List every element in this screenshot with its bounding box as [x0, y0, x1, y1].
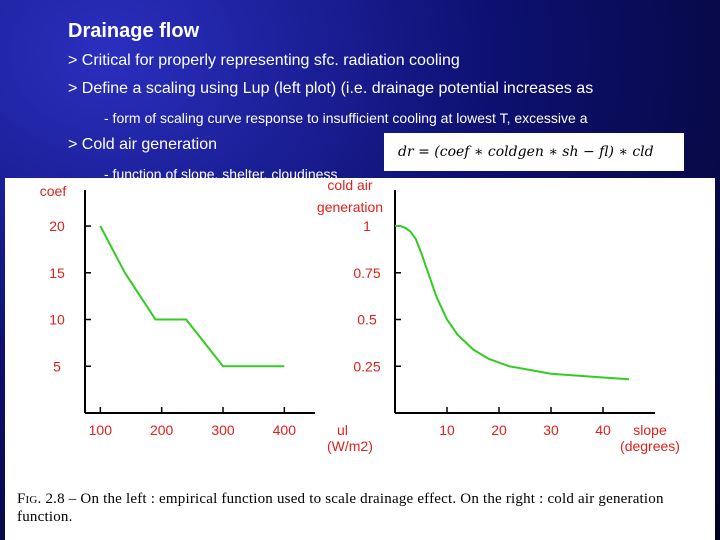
bullet-critical: > Critical for properly representing sfc…	[68, 52, 460, 69]
chart-left-x-tick-label-3: 400	[273, 422, 297, 438]
chart-right-x-axis-label-line2: (degrees)	[620, 438, 680, 454]
chart-left-x-tick-label-1: 200	[150, 422, 174, 438]
equation-text: dr = (coef ∗ coldgen ∗ sh − fl) ∗ cld	[398, 144, 654, 160]
chart-left-y-axis-label: coef	[40, 183, 67, 199]
subbullet-scaling-form: - form of scaling curve response to insu…	[104, 110, 588, 126]
caption-label: Fig. 2.8	[17, 491, 65, 507]
chart-right-x-tick-label-0: 10	[439, 422, 455, 438]
chart-left-x-tick-label-0: 100	[89, 422, 113, 438]
equation-box: dr = (coef ∗ coldgen ∗ sh − fl) ∗ cld	[384, 133, 684, 171]
chart-right-x-tick-label-1: 20	[491, 422, 507, 438]
chart-left-y-tick-label-0: 5	[53, 358, 61, 374]
chart-right-y-axis-label-line2: generation	[317, 199, 383, 215]
chart-right-y-tick-label-2: 0.75	[353, 265, 380, 281]
chart-left-x-axis-label-line1: ul	[337, 422, 348, 438]
bullet-define-scaling: > Define a scaling using Lup (left plot)…	[68, 80, 594, 97]
chart-left-series-line-0	[99, 225, 285, 368]
figure-charts: 100 200 300 400 5 10 15 20 10 20 30 40 0.25 0.5 0.75 1 c…	[40, 178, 680, 454]
caption-text: – On the left : empirical function used …	[17, 491, 664, 525]
chart-left-x-tick-label-2: 300	[211, 422, 235, 438]
chart-left-y-tick-label-2: 15	[49, 265, 65, 281]
bullet-cold-air: > Cold air generation	[68, 136, 217, 153]
chart-right-x-axis-label-line1: slope	[633, 422, 667, 438]
slide-title: Drainage flow	[68, 20, 200, 42]
chart-right-x-tick-label-2: 30	[543, 422, 559, 438]
chart-left-x-axis-label-line2: (W/m2)	[327, 438, 373, 454]
chart-right-y-tick-label-1: 0.5	[357, 312, 377, 328]
chart-right-series-line-0	[395, 225, 630, 381]
chart-right-y-axis-label-line1: cold air	[327, 178, 372, 193]
figure-panel: 100 200 300 400 5 10 15 20 10 20 30 40 0.25 0.5 0.75 1 c…	[5, 178, 715, 540]
figure-caption: Fig. 2.8 – On the left : empirical funct…	[17, 490, 712, 526]
chart-right-x-tick-label-3: 40	[595, 422, 611, 438]
chart-left-y-tick-label-1: 10	[49, 312, 65, 328]
chart-right-y-tick-label-3: 1	[363, 218, 371, 234]
chart-right-y-tick-label-0: 0.25	[353, 358, 380, 374]
chart-left-y-tick-label-3: 20	[49, 218, 65, 234]
